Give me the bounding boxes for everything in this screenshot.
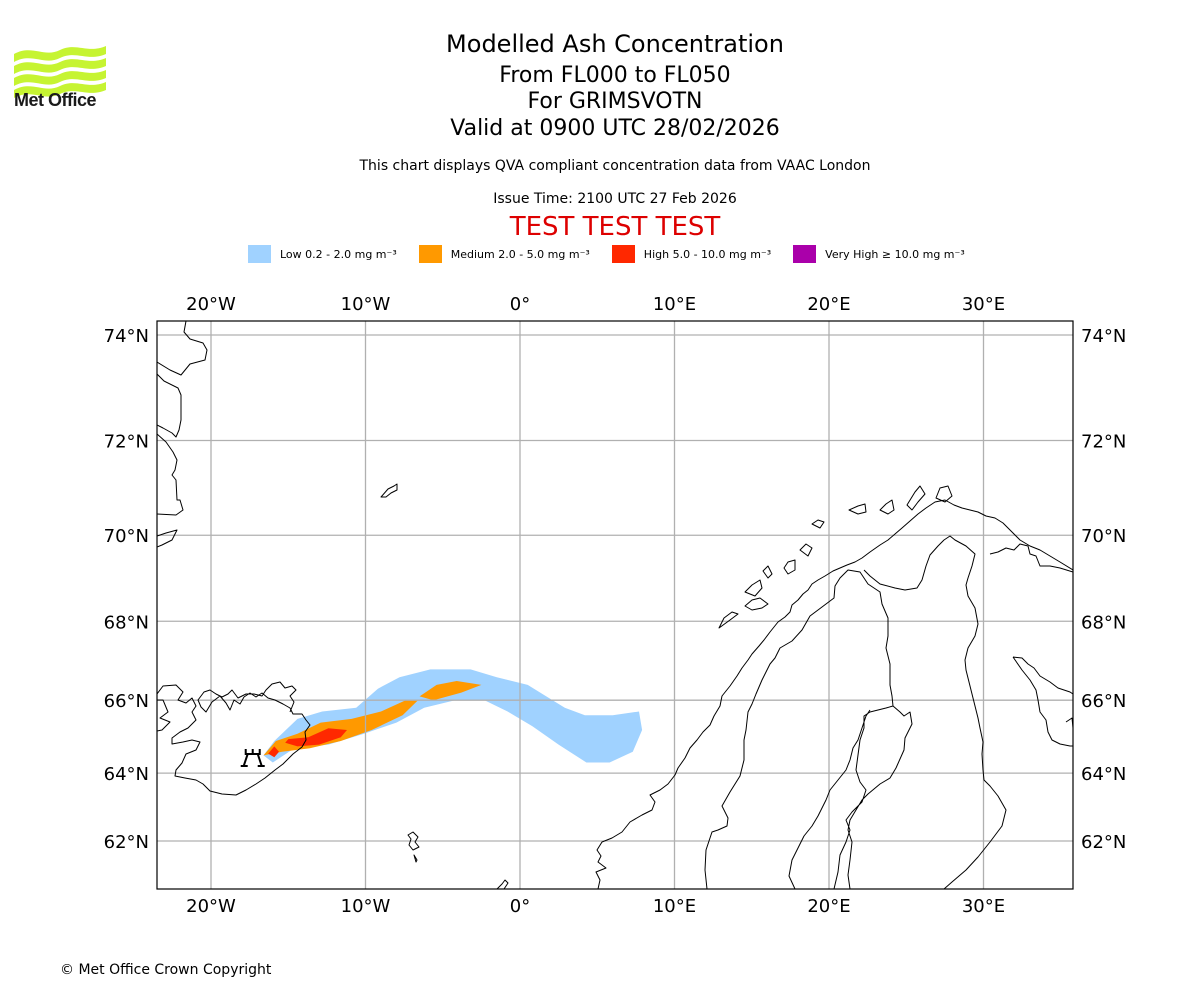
ash-region-high	[285, 728, 347, 747]
legend-item-medium: Medium 2.0 - 5.0 mg m⁻³	[418, 245, 590, 263]
border-finland-russia	[863, 535, 1007, 889]
y-tick-label-right: 68°N	[1081, 612, 1126, 633]
y-tick-label-right: 72°N	[1081, 432, 1126, 453]
legend-label-very-high: Very High ≥ 10.0 mg m⁻³	[825, 247, 965, 261]
volcano-name-line: For GRIMSVOTN	[527, 89, 703, 114]
graticule	[157, 321, 1073, 889]
x-tick-label-top: 30°E	[962, 294, 1005, 315]
y-tick-label-right: 64°N	[1081, 764, 1126, 785]
ash-region-high	[268, 746, 279, 758]
met-office-logo-waves-icon	[14, 46, 106, 98]
logo-wave	[14, 70, 106, 86]
coastline-norway	[595, 499, 1073, 889]
y-tick-label-right: 66°N	[1081, 691, 1126, 712]
x-tick-label-top: 20°E	[807, 294, 850, 315]
x-tick-label-top: 10°E	[653, 294, 696, 315]
legend-swatch-medium	[418, 245, 442, 263]
legend-item-high: High 5.0 - 10.0 mg m⁻³	[611, 245, 772, 263]
map-background	[157, 321, 1073, 889]
y-tick-label-right: 74°N	[1081, 326, 1126, 347]
legend-label-high: High 5.0 - 10.0 mg m⁻³	[643, 247, 772, 261]
border-sweden-norway	[704, 569, 894, 889]
valid-time: Valid at 0900 UTC 28/02/2026	[450, 116, 780, 141]
x-tick-label-bottom: 20°E	[807, 896, 850, 917]
y-tick-label-left: 74°N	[104, 326, 149, 347]
copyright-notice: © Met Office Crown Copyright	[60, 962, 272, 978]
issue-time: Issue Time: 2100 UTC 27 Feb 2026	[493, 191, 737, 207]
ash-region-medium	[419, 681, 482, 701]
coastline-jan-mayen	[380, 483, 398, 498]
logo-wave	[14, 58, 106, 74]
logo-wave	[14, 46, 106, 62]
qva-note: This chart displays QVA compliant concen…	[359, 158, 871, 174]
x-tick-label-top: 10°W	[341, 294, 391, 315]
legend-label-medium: Medium 2.0 - 5.0 mg m⁻³	[450, 247, 590, 261]
legend-label-low: Low 0.2 - 2.0 mg m⁻³	[280, 247, 397, 261]
x-tick-label-bottom: 20°W	[186, 896, 236, 917]
y-tick-label-right: 62°N	[1081, 832, 1126, 853]
x-tick-label-bottom: 10°W	[341, 896, 391, 917]
x-tick-label-top: 20°W	[186, 294, 236, 315]
coastline-iceland	[157, 681, 311, 796]
volcano-symbol	[240, 748, 265, 767]
coastlines	[157, 321, 1073, 889]
y-tick-label-left: 68°N	[104, 612, 149, 633]
y-tick-label-left: 64°N	[104, 764, 149, 785]
concentration-legend: Low 0.2 - 2.0 mg m⁻³ Medium 2.0 - 5.0 mg…	[248, 244, 987, 264]
legend-swatch-high	[611, 245, 635, 263]
y-tick-label-left: 72°N	[104, 432, 149, 453]
x-tick-label-bottom: 30°E	[962, 896, 1005, 917]
y-tick-label-left: 62°N	[104, 832, 149, 853]
logo-wave	[14, 82, 106, 98]
flight-level-range: From FL000 to FL050	[499, 63, 731, 88]
map-frame	[156, 320, 1074, 890]
chart-title: Modelled Ash Concentration	[446, 30, 784, 58]
coastline-kola	[989, 543, 1073, 573]
coastline-greenland	[157, 321, 208, 548]
y-tick-label-left: 66°N	[104, 691, 149, 712]
y-tick-label-left: 70°N	[104, 526, 149, 547]
coastline-faroe	[407, 831, 509, 889]
axis-ticks: 20°W 20°W 10°W 10°W 0° 0° 10°E 10°E 20°E 20°E 30°E…	[104, 294, 1127, 917]
x-tick-label-bottom: 10°E	[653, 896, 696, 917]
legend-item-very-high: Very High ≥ 10.0 mg m⁻³	[793, 245, 965, 263]
test-banner: TEST TEST TEST	[509, 212, 721, 242]
x-tick-label-bottom: 0°	[510, 896, 530, 917]
x-tick-label-top: 0°	[510, 294, 530, 315]
legend-swatch-low	[248, 245, 271, 263]
coastline-gulf-of-bothnia	[788, 705, 913, 889]
ash-layer	[263, 669, 643, 763]
legend-item-low: Low 0.2 - 2.0 mg m⁻³	[248, 245, 397, 263]
legend-swatch-very-high	[793, 245, 817, 263]
coastline-lofoten	[718, 485, 953, 629]
volcano-icon	[240, 748, 265, 767]
met-office-logo-text: Met Office	[14, 90, 97, 110]
y-tick-label-right: 70°N	[1081, 526, 1126, 547]
